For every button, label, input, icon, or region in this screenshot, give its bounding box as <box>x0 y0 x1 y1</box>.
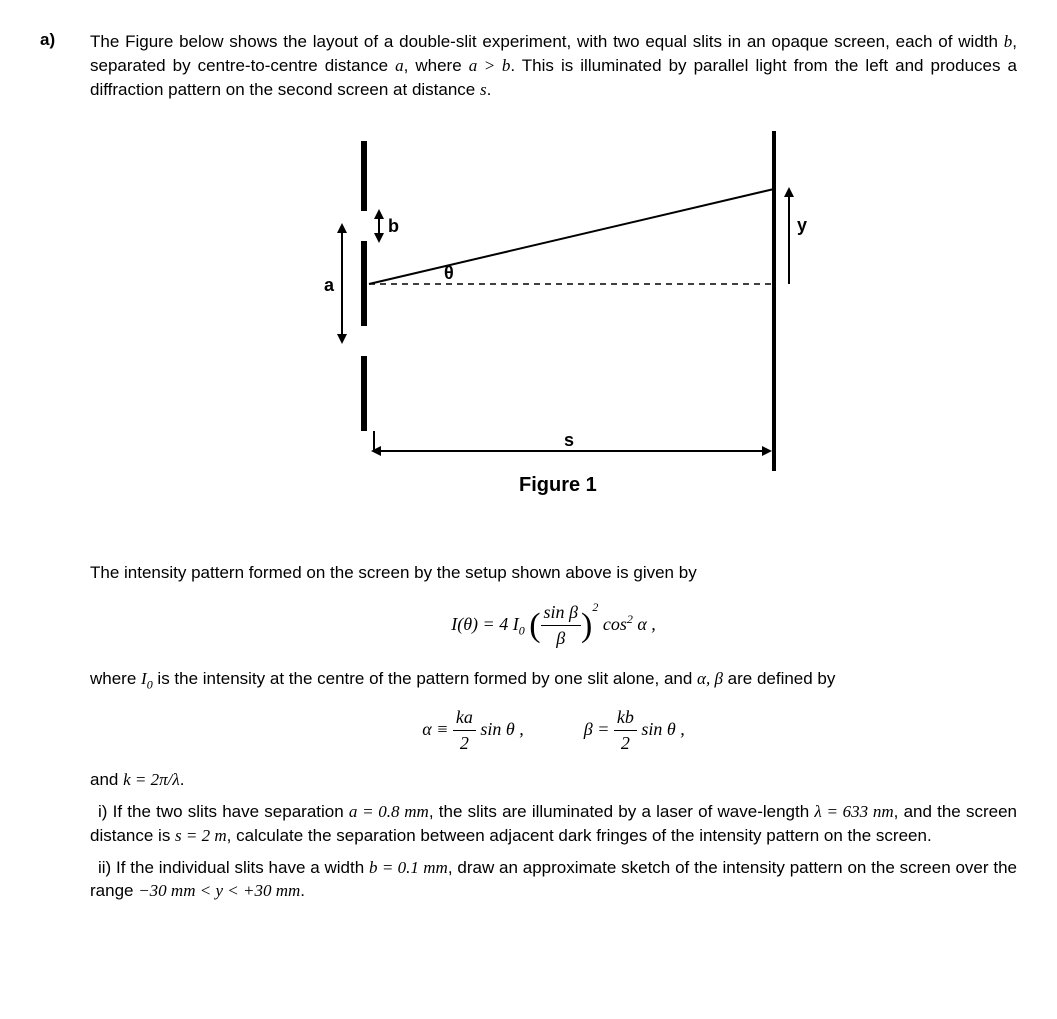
p4-t1: and <box>90 770 123 789</box>
cond: a > b <box>469 56 511 75</box>
label-a: a <box>324 275 335 295</box>
figure-caption: Figure 1 <box>519 474 597 496</box>
intro-text3: , where <box>404 56 469 75</box>
p4-t2: . <box>180 770 185 789</box>
p3-t1: where <box>90 669 141 688</box>
intro-text1: The Figure below shows the layout of a d… <box>90 32 1004 51</box>
figure-container: a b θ y <box>90 131 1017 501</box>
beta-den: 2 <box>614 731 637 756</box>
sub-i-t1: If the two slits have separation <box>113 802 349 821</box>
subpart-i: i) If the two slits have separation a = … <box>90 800 1017 848</box>
eq1-cos: cos <box>603 614 627 634</box>
intensity-equation: I(θ) = 4 I0 (sin ββ)2 cos2 α , <box>90 600 1017 651</box>
var-a: a <box>395 56 404 75</box>
eq1-exp: 2 <box>592 600 598 614</box>
sub-ii-t1: If the individual slits have a width <box>116 858 369 877</box>
intro-paragraph: The Figure below shows the layout of a d… <box>90 30 1017 101</box>
p3-t3: are defined by <box>723 669 835 688</box>
eq1-sub0: 0 <box>519 624 525 638</box>
intro-text5: . <box>487 80 492 99</box>
alpha-num: ka <box>453 705 476 731</box>
double-slit-figure: a b θ y <box>294 131 814 501</box>
sub-i-label: i) <box>98 802 113 821</box>
p4-k: k = 2π/λ <box>123 770 180 789</box>
beta-num: kb <box>614 705 637 731</box>
label-theta: θ <box>444 263 454 283</box>
eq1-den: β <box>541 626 581 651</box>
var-s: s <box>480 80 487 99</box>
eq1-alpha: α , <box>633 614 656 634</box>
sub-ii-v1: b = 0.1 mm <box>369 858 448 877</box>
eq1-num: sin β <box>541 600 581 626</box>
sub-i-v1: a = 0.8 mm <box>349 802 429 821</box>
alpha-den: 2 <box>453 731 476 756</box>
alpha-rhs: sin θ , <box>476 719 524 739</box>
sub-i-t4: , calculate the separation between adjac… <box>227 826 932 845</box>
sub-i-v2: λ = 633 nm <box>814 802 893 821</box>
sub-i-v3: s = 2 m <box>175 826 227 845</box>
label-y: y <box>797 215 807 235</box>
sub-ii-v2: −30 mm < y < +30 mm <box>138 881 300 900</box>
beta-rhs: sin θ , <box>637 719 685 739</box>
label-s: s <box>564 430 574 450</box>
sub-i-t2: , the slits are illuminated by a laser o… <box>429 802 815 821</box>
subpart-ii: ii) If the individual slits have a width… <box>90 856 1017 904</box>
p3-ab: α, β <box>697 669 723 688</box>
alpha-eq: α ≡ ka2 sin θ , <box>422 705 523 756</box>
beta-lhs: β = <box>584 719 614 739</box>
alpha-beta-equations: α ≡ ka2 sin θ , β = kb2 sin θ , <box>90 705 1017 756</box>
question-content: The Figure below shows the layout of a d… <box>90 30 1017 903</box>
para4: and k = 2π/λ. <box>90 768 1017 792</box>
beta-eq: β = kb2 sin θ , <box>584 705 685 756</box>
label-b: b <box>388 216 399 236</box>
para2: The intensity pattern formed on the scre… <box>90 561 1017 585</box>
p3-t2: is the intensity at the centre of the pa… <box>153 669 697 688</box>
para3: where I0 is the intensity at the centre … <box>90 667 1017 693</box>
eq1-lhs: I(θ) = 4 I <box>451 614 518 634</box>
sub-ii-t3: . <box>300 881 305 900</box>
var-b: b <box>1004 32 1013 51</box>
alpha-lhs: α ≡ <box>422 719 453 739</box>
part-label: a) <box>40 30 90 50</box>
sub-ii-label: ii) <box>98 858 116 877</box>
